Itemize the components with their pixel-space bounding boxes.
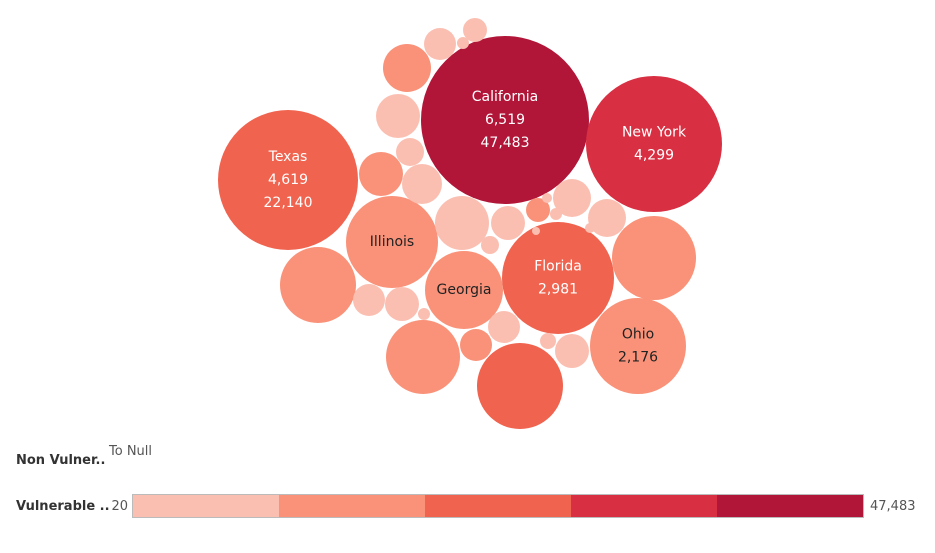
bubble-b34[interactable] <box>542 193 552 203</box>
bubble-california[interactable]: California 6,519 47,483 <box>421 36 589 204</box>
bubble-value: 6,519 <box>485 112 525 128</box>
bubble-b12[interactable] <box>383 44 431 92</box>
bubble-value: 2,176 <box>618 350 658 366</box>
bubble-label: Georgia <box>437 282 492 298</box>
bubble-illinois[interactable]: Illinois <box>346 196 438 288</box>
bubble-circle[interactable] <box>435 196 489 250</box>
bubble-b9[interactable] <box>612 216 696 300</box>
bubble-b11[interactable] <box>386 320 460 394</box>
bubble-circle[interactable] <box>532 227 540 235</box>
bubble-circle[interactable] <box>586 76 722 212</box>
bubble-b26[interactable] <box>353 284 385 316</box>
bubble-b8[interactable] <box>477 343 563 429</box>
legend-step-2 <box>279 495 425 517</box>
bubble-circle[interactable] <box>540 333 556 349</box>
bubble-circle[interactable] <box>550 208 562 220</box>
bubble-circle[interactable] <box>280 247 356 323</box>
bubble-label: Florida <box>534 259 582 275</box>
bubble-label: Ohio <box>622 327 654 343</box>
legend-step-4 <box>571 495 717 517</box>
bubble-circle[interactable] <box>491 206 525 240</box>
bubble-circle[interactable] <box>585 223 595 233</box>
bubble-label: Texas <box>268 149 308 165</box>
bubble-circle[interactable] <box>421 36 589 204</box>
bubble-circle[interactable] <box>402 164 442 204</box>
legend-vulnerable-title: Vulnerable .. <box>16 499 110 514</box>
bubble-b18[interactable] <box>424 28 456 60</box>
bubble-label: California <box>472 89 538 105</box>
bubble-value: 4,299 <box>634 148 674 164</box>
bubble-circle[interactable] <box>359 152 403 196</box>
bubble-circle[interactable] <box>383 44 431 92</box>
bubble-florida[interactable]: Florida 2,981 <box>502 222 614 334</box>
bubble-b23[interactable] <box>488 311 520 343</box>
bubble-new-york[interactable]: New York 4,299 <box>586 76 722 212</box>
bubble-b13[interactable] <box>376 94 420 138</box>
legend-step-5 <box>717 495 863 517</box>
bubble-b36[interactable] <box>532 227 540 235</box>
bubble-label: New York <box>622 125 687 141</box>
bubble-label: Illinois <box>370 234 414 250</box>
bubble-b21[interactable] <box>491 206 525 240</box>
bubble-circle[interactable] <box>396 138 424 166</box>
bubble-circle[interactable] <box>488 311 520 343</box>
bubble-b24[interactable] <box>553 179 591 217</box>
bubble-circle[interactable] <box>553 179 591 217</box>
bubble-circle[interactable] <box>612 216 696 300</box>
bubble-b28[interactable] <box>526 198 550 222</box>
bubble-texas[interactable]: Texas 4,619 22,140 <box>218 110 358 250</box>
bubble-b25[interactable] <box>588 199 626 237</box>
bubble-circle[interactable] <box>376 94 420 138</box>
bubble-b16[interactable] <box>402 164 442 204</box>
bubble-circle[interactable] <box>555 334 589 368</box>
bubble-circle[interactable] <box>526 198 550 222</box>
bubble-value: 4,619 <box>268 172 308 188</box>
bubble-b31[interactable] <box>540 333 556 349</box>
bubble-b33[interactable] <box>550 208 562 220</box>
bubble-ohio[interactable]: Ohio 2,176 <box>590 298 686 394</box>
bubble-circle[interactable] <box>424 28 456 60</box>
legend-step-1 <box>133 495 279 517</box>
bubble-b17[interactable] <box>396 138 424 166</box>
bubble-b22[interactable] <box>460 329 492 361</box>
bubble-circle[interactable] <box>542 193 552 203</box>
bubble-circle[interactable] <box>590 298 686 394</box>
bubble-circle[interactable] <box>386 320 460 394</box>
bubble-b32[interactable] <box>418 308 430 320</box>
bubble-b27[interactable] <box>385 287 419 321</box>
bubble-value: 22,140 <box>264 195 313 211</box>
bubble-chart: California 6,519 47,483 Texas 4,619 22,140 New… <box>218 18 722 429</box>
legend-max-label: 47,483 <box>870 499 916 514</box>
bubble-b35[interactable] <box>585 223 595 233</box>
legend-non-vulnerable-value: To Null <box>109 444 153 459</box>
bubble-b14[interactable] <box>359 152 403 196</box>
bubble-b30[interactable] <box>481 236 499 254</box>
bubble-b19[interactable] <box>463 18 487 42</box>
legend-non-vulnerable-title: Non Vulner.. <box>16 453 106 468</box>
bubble-circle[interactable] <box>481 236 499 254</box>
bubble-circle[interactable] <box>502 222 614 334</box>
bubble-b20[interactable] <box>457 37 469 49</box>
bubble-value: 47,483 <box>481 135 530 151</box>
bubble-circle[interactable] <box>463 18 487 42</box>
bubble-circle[interactable] <box>353 284 385 316</box>
bubble-circle[interactable] <box>346 196 438 288</box>
bubble-circle[interactable] <box>385 287 419 321</box>
bubble-b29[interactable] <box>555 334 589 368</box>
legend-min-label: 20 <box>111 499 128 514</box>
bubble-circle[interactable] <box>477 343 563 429</box>
bubble-circle[interactable] <box>588 199 626 237</box>
bubble-circle[interactable] <box>425 251 503 329</box>
bubble-b10[interactable] <box>280 247 356 323</box>
bubble-value: 2,981 <box>538 282 578 298</box>
legend-step-3 <box>425 495 571 517</box>
bubble-circle[interactable] <box>457 37 469 49</box>
bubble-circle[interactable] <box>460 329 492 361</box>
bubble-b15[interactable] <box>435 196 489 250</box>
bubble-georgia[interactable]: Georgia <box>425 251 503 329</box>
bubble-circle[interactable] <box>418 308 430 320</box>
legend-color-ramp <box>132 494 864 518</box>
bubble-circle[interactable] <box>218 110 358 250</box>
